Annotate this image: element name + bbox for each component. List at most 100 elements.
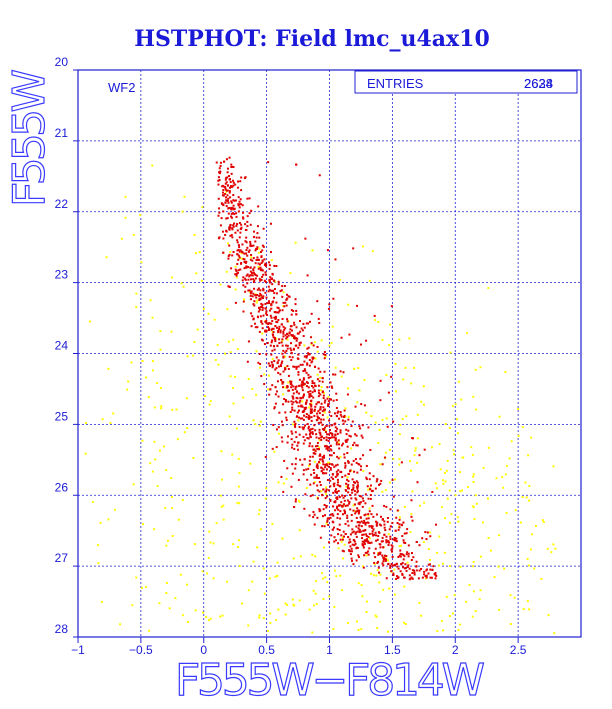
sequence-star-point [363,521,366,524]
sequence-star-point [318,490,321,493]
sequence-star-point [257,361,260,364]
chip-label: WF2 [108,80,135,95]
field-star-point [217,363,220,366]
sequence-star-point [286,320,289,323]
sequence-star-point [301,389,304,392]
field-star-point [521,426,524,429]
sequence-star-point [321,525,324,528]
sequence-star-point [273,406,276,409]
field-star-point [97,562,100,565]
sequence-star-point [308,415,311,418]
sequence-star-point [336,432,339,435]
sequence-star-point [238,206,241,209]
sequence-star-point [265,312,268,315]
sequence-star-point [309,412,312,415]
sequence-star-point [364,513,367,516]
sequence-star-point [330,513,333,516]
sequence-star-point [391,545,394,548]
sequence-star-point [321,458,324,461]
sequence-star-point [357,521,360,524]
sequence-star-point [335,491,338,494]
sequence-star-point [358,503,361,506]
sequence-star-point [305,355,308,358]
sequence-star-point [277,331,280,334]
field-star-point [166,539,169,542]
stats-box-frame [354,70,578,94]
field-star-point [552,543,555,546]
sequence-star-point [319,406,322,409]
sequence-star-point [356,484,359,487]
sequence-star-point [371,532,374,535]
field-star-point [298,599,301,602]
sequence-star-point [304,237,307,240]
sequence-star-point [306,381,309,384]
field-star-point [381,490,384,493]
sequence-star-point [346,499,349,502]
field-star-point [208,530,211,533]
sequence-star-point [352,509,355,512]
sequence-star-point [251,274,254,277]
sequence-star-point [327,489,330,492]
sequence-star-point [329,485,332,488]
sequence-star-point [269,251,272,254]
sequence-star-point [305,371,308,374]
sequence-star-point [265,310,268,313]
sequence-star-point [263,263,266,266]
field-star-point [308,608,311,611]
sequence-star-point [367,513,370,516]
sequence-star-point [227,197,230,200]
sequence-star-point [272,327,275,330]
sequence-star-point [363,529,366,532]
sequence-star-point [341,476,344,479]
sequence-star-point [299,330,302,333]
sequence-star-point [329,436,332,439]
sequence-star-point [309,436,312,439]
sequence-star-point [349,540,352,543]
sequence-star-point [317,389,320,392]
sequence-star-point [244,290,247,293]
sequence-star-point [249,294,252,297]
sequence-star-point [391,547,394,550]
field-star-point [282,482,285,485]
sequence-star-point [356,304,359,307]
field-star-point [242,396,245,399]
sequence-star-point [281,352,284,355]
sequence-star-point [411,572,414,575]
field-star-point [274,575,277,578]
sequence-star-point [297,353,300,356]
field-star-point [393,593,396,596]
field-star-point [509,622,512,625]
sequence-star-point [252,281,255,284]
field-star-point [416,461,419,464]
field-star-point [269,612,272,615]
sequence-star-point [396,575,399,578]
sequence-star-point [332,491,335,494]
sequence-star-point [375,523,378,526]
sequence-star-point [253,266,256,269]
field-star-point [416,437,419,440]
sequence-star-point [304,424,307,427]
field-star-point [504,370,507,373]
sequence-star-point [262,227,265,230]
sequence-star-point [304,402,307,405]
sequence-star-point [339,510,342,513]
sequence-star-point [286,441,289,444]
sequence-star-point [342,442,345,445]
sequence-star-point [260,294,263,297]
sequence-star-point [218,171,221,174]
sequence-star-point [295,163,298,166]
sequence-star-point [314,452,317,455]
field-star-point [255,301,258,304]
field-star-point [418,601,421,604]
sequence-star-point [249,298,252,301]
sequence-star-point [334,430,337,433]
sequence-star-point [286,386,289,389]
sequence-star-point [316,441,319,444]
sequence-star-point [312,452,315,455]
sequence-star-point [355,559,358,562]
sequence-star-point [382,564,385,567]
sequence-star-point [336,478,339,481]
field-star-point [514,509,517,512]
sequence-star-point [390,375,393,378]
sequence-star-point [277,426,280,429]
